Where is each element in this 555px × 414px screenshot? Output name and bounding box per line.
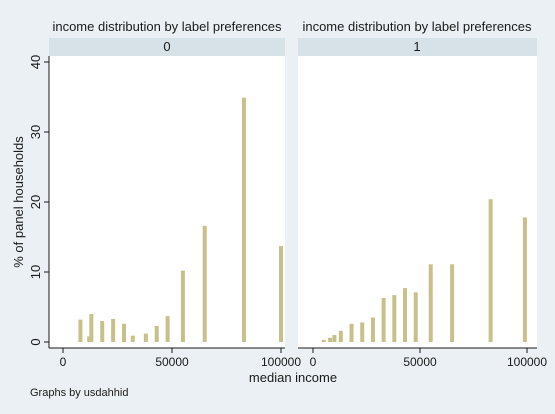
panel-0-title: income distribution by label preferences bbox=[52, 19, 282, 34]
panel-1-x-tick-label-2: 100000 bbox=[507, 355, 547, 369]
panel-0-bar-0 bbox=[78, 319, 83, 342]
panel-1-bar-7 bbox=[381, 297, 386, 342]
panel-0-bar-10 bbox=[180, 270, 185, 342]
panel-1-bar-11 bbox=[428, 264, 433, 342]
y-tick-label-1: 10 bbox=[28, 265, 43, 279]
panel-0-x-tick-label-1: 50000 bbox=[155, 355, 189, 369]
panel-0-bar-6 bbox=[130, 335, 135, 342]
panel-0-bar-11 bbox=[202, 225, 207, 342]
y-axis-label: % of panel households bbox=[11, 136, 26, 268]
panel-0-bar-2 bbox=[89, 314, 94, 342]
panel-0-bar-13 bbox=[279, 246, 283, 342]
panel-1-label: 1 bbox=[413, 39, 420, 54]
panel-1-x-tick-label-1: 50000 bbox=[403, 355, 437, 369]
panel-1-bar-14 bbox=[522, 217, 527, 342]
panel-1-bar-9 bbox=[403, 288, 408, 342]
panel-0-bar-12 bbox=[241, 97, 246, 342]
panel-1-bar-4 bbox=[349, 323, 354, 342]
panel-1-bar-3 bbox=[338, 330, 343, 342]
y-tick-label-0: 0 bbox=[28, 338, 43, 345]
panel-1-bar-1 bbox=[328, 337, 333, 342]
panel-1-title-strip bbox=[298, 17, 537, 38]
panel-1-bar-0 bbox=[321, 339, 326, 342]
panel-0-bar-9 bbox=[165, 316, 170, 342]
panel-0-plot-area bbox=[49, 56, 285, 348]
panel-0-bar-1 bbox=[87, 336, 92, 342]
y-tick-label-4: 40 bbox=[28, 55, 43, 69]
y-tick-label-3: 30 bbox=[28, 125, 43, 139]
panel-1-bar-5 bbox=[360, 322, 365, 342]
x-axis-label: median income bbox=[249, 370, 337, 385]
graphs-by-note: Graphs by usdahhid bbox=[30, 387, 128, 399]
panel-0-bar-4 bbox=[111, 318, 116, 342]
panel-1-bar-10 bbox=[413, 292, 418, 342]
y-tick-label-2: 20 bbox=[28, 195, 43, 209]
panel-1-bar-6 bbox=[370, 317, 375, 342]
panel-0-x-tick-label-0: 0 bbox=[60, 355, 67, 369]
panel-0-bars bbox=[78, 97, 283, 342]
panel-0-label-strip bbox=[49, 38, 285, 56]
panel-1: income distribution by label preferences… bbox=[298, 17, 537, 348]
panel-1-bar-2 bbox=[332, 335, 337, 342]
panel-0-bar-3 bbox=[100, 321, 105, 342]
panel-0-label: 0 bbox=[163, 39, 170, 54]
panel-1-bar-8 bbox=[392, 295, 397, 342]
panel-0: income distribution by label preferences… bbox=[49, 17, 285, 348]
panel-1-x-tick-label-0: 0 bbox=[310, 355, 317, 369]
panel-0-bar-5 bbox=[122, 323, 127, 342]
panel-1-bar-12 bbox=[450, 264, 455, 342]
panel-1-bars bbox=[321, 199, 527, 342]
panel-0-bar-7 bbox=[143, 333, 148, 342]
axes: 0 10 20 30 40 0 50000 100000 0 50000 100000 bbox=[28, 55, 547, 369]
panel-0-bar-8 bbox=[154, 325, 159, 342]
panel-1-bar-13 bbox=[488, 199, 493, 342]
panel-1-label-strip bbox=[298, 38, 537, 56]
panel-0-x-tick-label-2: 100000 bbox=[261, 355, 301, 369]
panel-1-title: income distribution by label preferences bbox=[302, 19, 532, 34]
panel-0-title-strip bbox=[49, 17, 285, 38]
